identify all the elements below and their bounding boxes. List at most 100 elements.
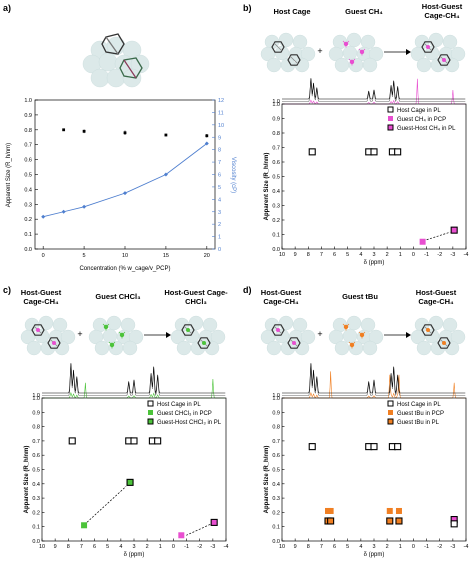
y-tick-label: 0.4 bbox=[24, 187, 32, 193]
cage-blob bbox=[334, 57, 350, 73]
data-point bbox=[450, 226, 458, 234]
x-tick-label: -3 bbox=[450, 544, 455, 550]
x-tick-label: -3 bbox=[210, 544, 215, 550]
data-point bbox=[81, 522, 88, 529]
arrow-head bbox=[166, 332, 171, 338]
x-tick-label: 1 bbox=[399, 544, 402, 550]
y-tick-label: 0.4 bbox=[272, 189, 280, 195]
x-tick-label: 1 bbox=[399, 252, 402, 258]
guest-dot bbox=[186, 328, 190, 332]
x-tick-label: 10 bbox=[279, 252, 285, 258]
panel-c-plot: 0.00.10.20.30.40.50.60.70.80.91.010 9 8 7 6 5… bbox=[24, 393, 228, 558]
cage-blob bbox=[450, 46, 466, 62]
cage-blob bbox=[38, 315, 54, 331]
data-point bbox=[450, 520, 458, 528]
x-tick-label: 10 bbox=[279, 544, 285, 550]
guest-bond bbox=[118, 331, 123, 336]
data-point bbox=[308, 148, 316, 156]
legend-label: Guest-Host CH₄ in PL bbox=[397, 126, 456, 132]
data-point bbox=[126, 478, 134, 486]
y-tick-label: 0.4 bbox=[272, 482, 280, 488]
spectrum-group bbox=[282, 363, 466, 399]
guest-bond bbox=[361, 331, 366, 336]
legend-label: Guest-Host CHCl₃ in PL bbox=[157, 420, 222, 426]
cage-blob bbox=[94, 340, 110, 356]
viscosity-point bbox=[204, 141, 209, 146]
legend-label: Host Cage in PL bbox=[157, 402, 201, 408]
panel-label-d: d) bbox=[243, 285, 252, 295]
guest-bond bbox=[111, 341, 116, 346]
reaction-illustrations: + + + bbox=[20, 32, 466, 356]
y2-tick-label: 4 bbox=[218, 197, 221, 203]
panel-b-plot: 0.00.10.20.30.40.50.60.70.80.91.010 9 8 7 6 5… bbox=[264, 99, 468, 266]
x-tick-label: 3 bbox=[132, 544, 135, 550]
viscosity-point bbox=[82, 204, 87, 209]
guest-bond bbox=[361, 48, 366, 53]
x-tick-label: 2 bbox=[146, 544, 149, 550]
cage-icon bbox=[197, 337, 211, 349]
x-tick-label: 8 bbox=[307, 252, 310, 258]
y2-tick-label: 3 bbox=[218, 210, 221, 216]
header-c-right: Host-Guest Cage-CHCl₃ bbox=[164, 288, 228, 306]
cage-blob bbox=[122, 340, 138, 356]
header-d-middle: Guest tBu bbox=[342, 292, 378, 301]
cage-blob bbox=[266, 57, 282, 73]
legend-label: Host Cage in PL bbox=[397, 402, 441, 408]
spectrum-group bbox=[282, 78, 466, 105]
data-point bbox=[370, 443, 378, 451]
x-tick-label: 10 bbox=[39, 544, 45, 550]
y2-tick-label: 8 bbox=[218, 148, 221, 154]
y2-tick-label: 0 bbox=[218, 247, 221, 253]
cage-blob bbox=[346, 32, 362, 48]
cage-icon-bond bbox=[289, 55, 299, 65]
data-point bbox=[68, 437, 76, 445]
y-tick-label: 0.1 bbox=[24, 232, 32, 238]
y-tick-label: 0.8 bbox=[272, 425, 280, 431]
data-point bbox=[419, 238, 426, 245]
y-tick-label: 0.3 bbox=[272, 496, 280, 502]
y-tick-label: 0.0 bbox=[24, 247, 32, 253]
nmr-top-tick: 1.0 bbox=[272, 393, 280, 399]
y-tick-label: 0.9 bbox=[272, 117, 280, 123]
y2-tick-label: 10 bbox=[218, 123, 224, 129]
y-tick-label: 0.5 bbox=[32, 468, 40, 474]
y-tick-label: 1.0 bbox=[272, 102, 280, 108]
y2-tick-label: 5 bbox=[218, 185, 221, 191]
data-point bbox=[130, 437, 138, 445]
y-tick-label: 0.6 bbox=[272, 160, 280, 166]
y-tick-label: 0.3 bbox=[24, 202, 32, 208]
panel-a-x-ticks: 0 5 10 15 20 bbox=[42, 246, 210, 259]
data-point bbox=[327, 507, 334, 514]
x-tick-label: 6 bbox=[333, 252, 336, 258]
nmr-trace bbox=[282, 78, 466, 103]
legend-marker bbox=[148, 410, 153, 415]
cage-blob bbox=[334, 340, 350, 356]
cage-icon bbox=[31, 324, 45, 336]
y2-tick-label: 6 bbox=[218, 173, 221, 179]
y2-tick-label: 9 bbox=[218, 135, 221, 141]
y-tick-label: 0.0 bbox=[272, 247, 280, 253]
panel-label-a: a) bbox=[3, 3, 12, 13]
header-d-left: Host-Guest Cage-CH₄ bbox=[260, 288, 302, 306]
y-tick-label: 0.5 bbox=[24, 173, 32, 179]
x-tick-label: -4 bbox=[464, 544, 469, 550]
guest-bond bbox=[358, 48, 363, 53]
cage-blob bbox=[300, 46, 316, 62]
size-point bbox=[82, 129, 86, 133]
x-tick-label: 5 bbox=[83, 253, 86, 259]
x-tick-label: 8 bbox=[307, 544, 310, 550]
guest-bond bbox=[121, 331, 126, 336]
panel-a-frame bbox=[34, 99, 216, 250]
y-tick-label: 0.3 bbox=[272, 204, 280, 210]
guest-dot bbox=[426, 328, 430, 332]
header-b-left: Host Cage bbox=[273, 7, 311, 16]
panel-a-xlabel: Concentration (% w_cage/v_PCP) bbox=[79, 266, 170, 272]
cage-blob bbox=[266, 340, 282, 356]
plus-sign: + bbox=[317, 329, 322, 339]
guest-bond bbox=[348, 341, 353, 346]
arrow-head bbox=[406, 49, 411, 55]
legend-marker bbox=[388, 410, 393, 415]
cage-blob bbox=[278, 315, 294, 331]
cage-icon bbox=[271, 41, 285, 53]
y-tick-label: 0.2 bbox=[24, 217, 32, 223]
